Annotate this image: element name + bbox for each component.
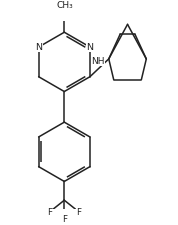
- Text: N: N: [35, 43, 42, 52]
- Text: NH: NH: [91, 57, 105, 66]
- Text: F: F: [47, 208, 52, 217]
- Text: CH₃: CH₃: [57, 0, 74, 9]
- Text: F: F: [77, 208, 82, 217]
- Text: N: N: [87, 43, 93, 52]
- Text: F: F: [62, 216, 67, 225]
